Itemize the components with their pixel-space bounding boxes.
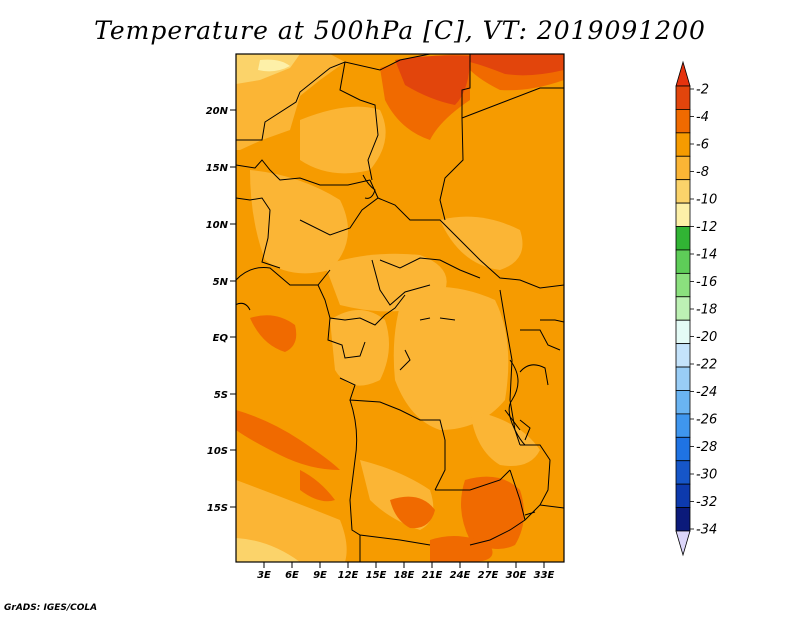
lon-tick-label: 27E [478, 570, 499, 581]
colorbar-label: -8 [696, 165, 709, 180]
colorbar-segment [675, 155, 691, 181]
lon-tick-label: 33E [534, 570, 555, 581]
map-frame [235, 53, 565, 563]
lon-tick-label: 6E [285, 570, 299, 581]
longitude-axis: 3E 6E 9E 12E 15E 18E 21E 24E 27E 30E 33E [257, 562, 555, 581]
latitude-axis: 20N 15N 10N 5N EQ 5S 10S 15S [206, 106, 236, 514]
lat-tick-label: 5S [214, 390, 228, 401]
colorbar-label: -22 [696, 358, 717, 373]
colorbar-label: -28 [696, 440, 717, 455]
lon-tick-label: 15E [366, 570, 387, 581]
lat-tick-label: 10N [206, 220, 229, 231]
colorbar-label: -34 [696, 523, 717, 538]
colorbar-segment [675, 366, 691, 391]
colorbar-label: -18 [696, 303, 717, 318]
temperature-field [236, 54, 564, 562]
lat-tick-label: 15N [206, 163, 229, 174]
colorbar-label: -30 [696, 468, 717, 483]
colorbar-segment [675, 132, 691, 157]
colorbar-label: -32 [696, 495, 717, 510]
lat-tick-label: 10S [207, 446, 228, 457]
colorbar-segment [675, 296, 691, 321]
lat-tick-label: 15S [207, 503, 228, 514]
colorbar-label: -10 [696, 193, 717, 208]
lon-tick-label: 9E [313, 570, 327, 581]
lon-tick-label: 24E [450, 570, 471, 581]
colorbar-segment [675, 436, 691, 462]
colorbar-segment [675, 413, 691, 438]
colorbar-label: -2 [696, 83, 709, 98]
chart-title: Temperature at 500hPa [C], VT: 201909120… [94, 16, 706, 45]
lon-tick-label: 3E [257, 570, 271, 581]
colorbar-segment [675, 460, 691, 485]
grads-credit: GrADS: IGES/COLA [4, 603, 98, 613]
colorbar-label: -12 [696, 220, 717, 235]
lat-tick-label: EQ [213, 333, 229, 344]
colorbar-cap-top [675, 60, 691, 87]
colorbar-segment [675, 249, 691, 274]
lon-tick-label: 21E [422, 570, 443, 581]
colorbar-label: -4 [696, 110, 709, 125]
colorbar-segment [675, 179, 691, 204]
colorbar-segment [675, 202, 691, 227]
colorbar-segment [675, 343, 691, 368]
colorbar-label: -14 [696, 248, 717, 263]
lon-tick-label: 12E [338, 570, 359, 581]
colorbar-segment [675, 319, 691, 345]
colorbar-segment [675, 483, 691, 508]
lon-tick-label: 30E [506, 570, 527, 581]
colorbar-segment [675, 226, 691, 251]
colorbar: -2 -4 -6 -8 -10 -12 -14 -16 -18 -20 -22 -24 -26 -28 -3… [675, 60, 717, 557]
colorbar-label: -24 [696, 385, 717, 400]
colorbar-segment [675, 272, 691, 298]
lon-tick-label: 18E [394, 570, 415, 581]
colorbar-label: -20 [696, 330, 717, 345]
colorbar-segment [675, 507, 691, 532]
country-borders [236, 54, 564, 562]
colorbar-segment [675, 109, 691, 134]
colorbar-segment [675, 390, 691, 415]
colorbar-label: -6 [696, 138, 709, 153]
colorbar-cap-bottom [675, 530, 691, 557]
lat-tick-label: 20N [206, 106, 229, 117]
colorbar-segment [675, 85, 691, 110]
lat-tick-label: 5N [213, 277, 229, 288]
colorbar-label: -16 [696, 275, 717, 290]
colorbar-label: -26 [696, 413, 717, 428]
